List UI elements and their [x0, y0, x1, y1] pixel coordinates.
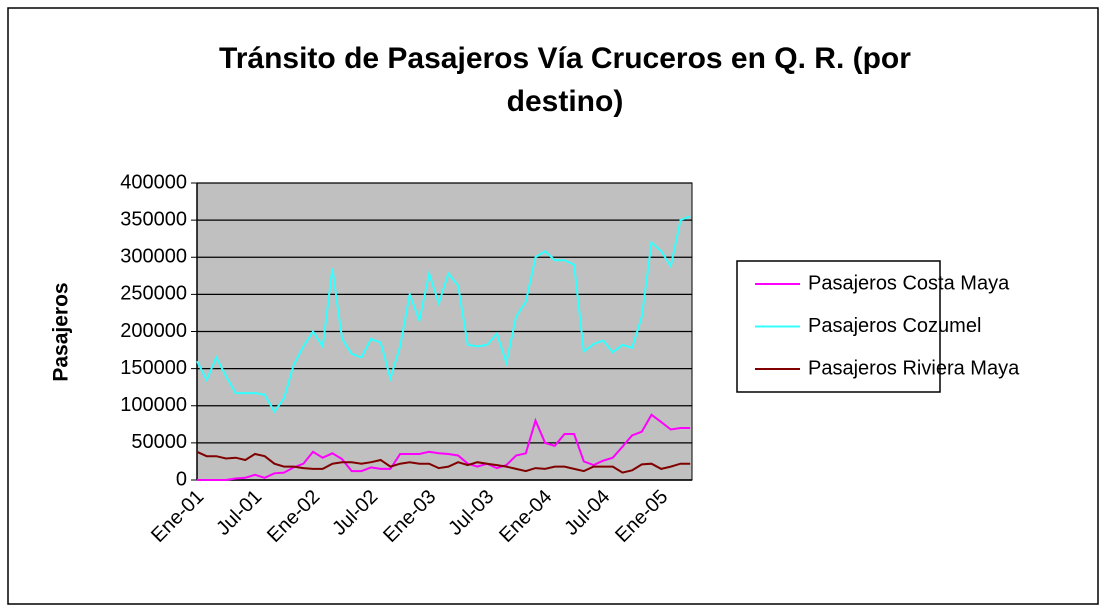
legend-label: Pasajeros Cozumel — [808, 315, 981, 337]
y-tick-label: 400000 — [120, 171, 187, 193]
y-tick-label: 200000 — [120, 320, 187, 342]
series-line — [196, 215, 691, 414]
series-line — [197, 413, 691, 481]
y-tick-label: 300000 — [120, 246, 187, 268]
legend — [736, 260, 941, 393]
y-tick-label: 0 — [176, 468, 187, 490]
y-tick-label: 150000 — [120, 357, 187, 379]
y-tick-label: 250000 — [120, 283, 187, 305]
y-axis-label: Pasajeros — [50, 282, 73, 381]
series-line — [196, 450, 691, 474]
legend-label: Pasajeros Riviera Maya — [808, 357, 1020, 379]
chart-title: Tránsito de Pasajeros Vía Cruceros en Q.… — [219, 42, 911, 118]
y-tick-label: 350000 — [120, 208, 187, 230]
y-tick-label: 50000 — [131, 431, 187, 453]
y-tick-label: 100000 — [120, 394, 187, 416]
legend-label: Pasajeros Costa Maya — [808, 272, 1010, 294]
